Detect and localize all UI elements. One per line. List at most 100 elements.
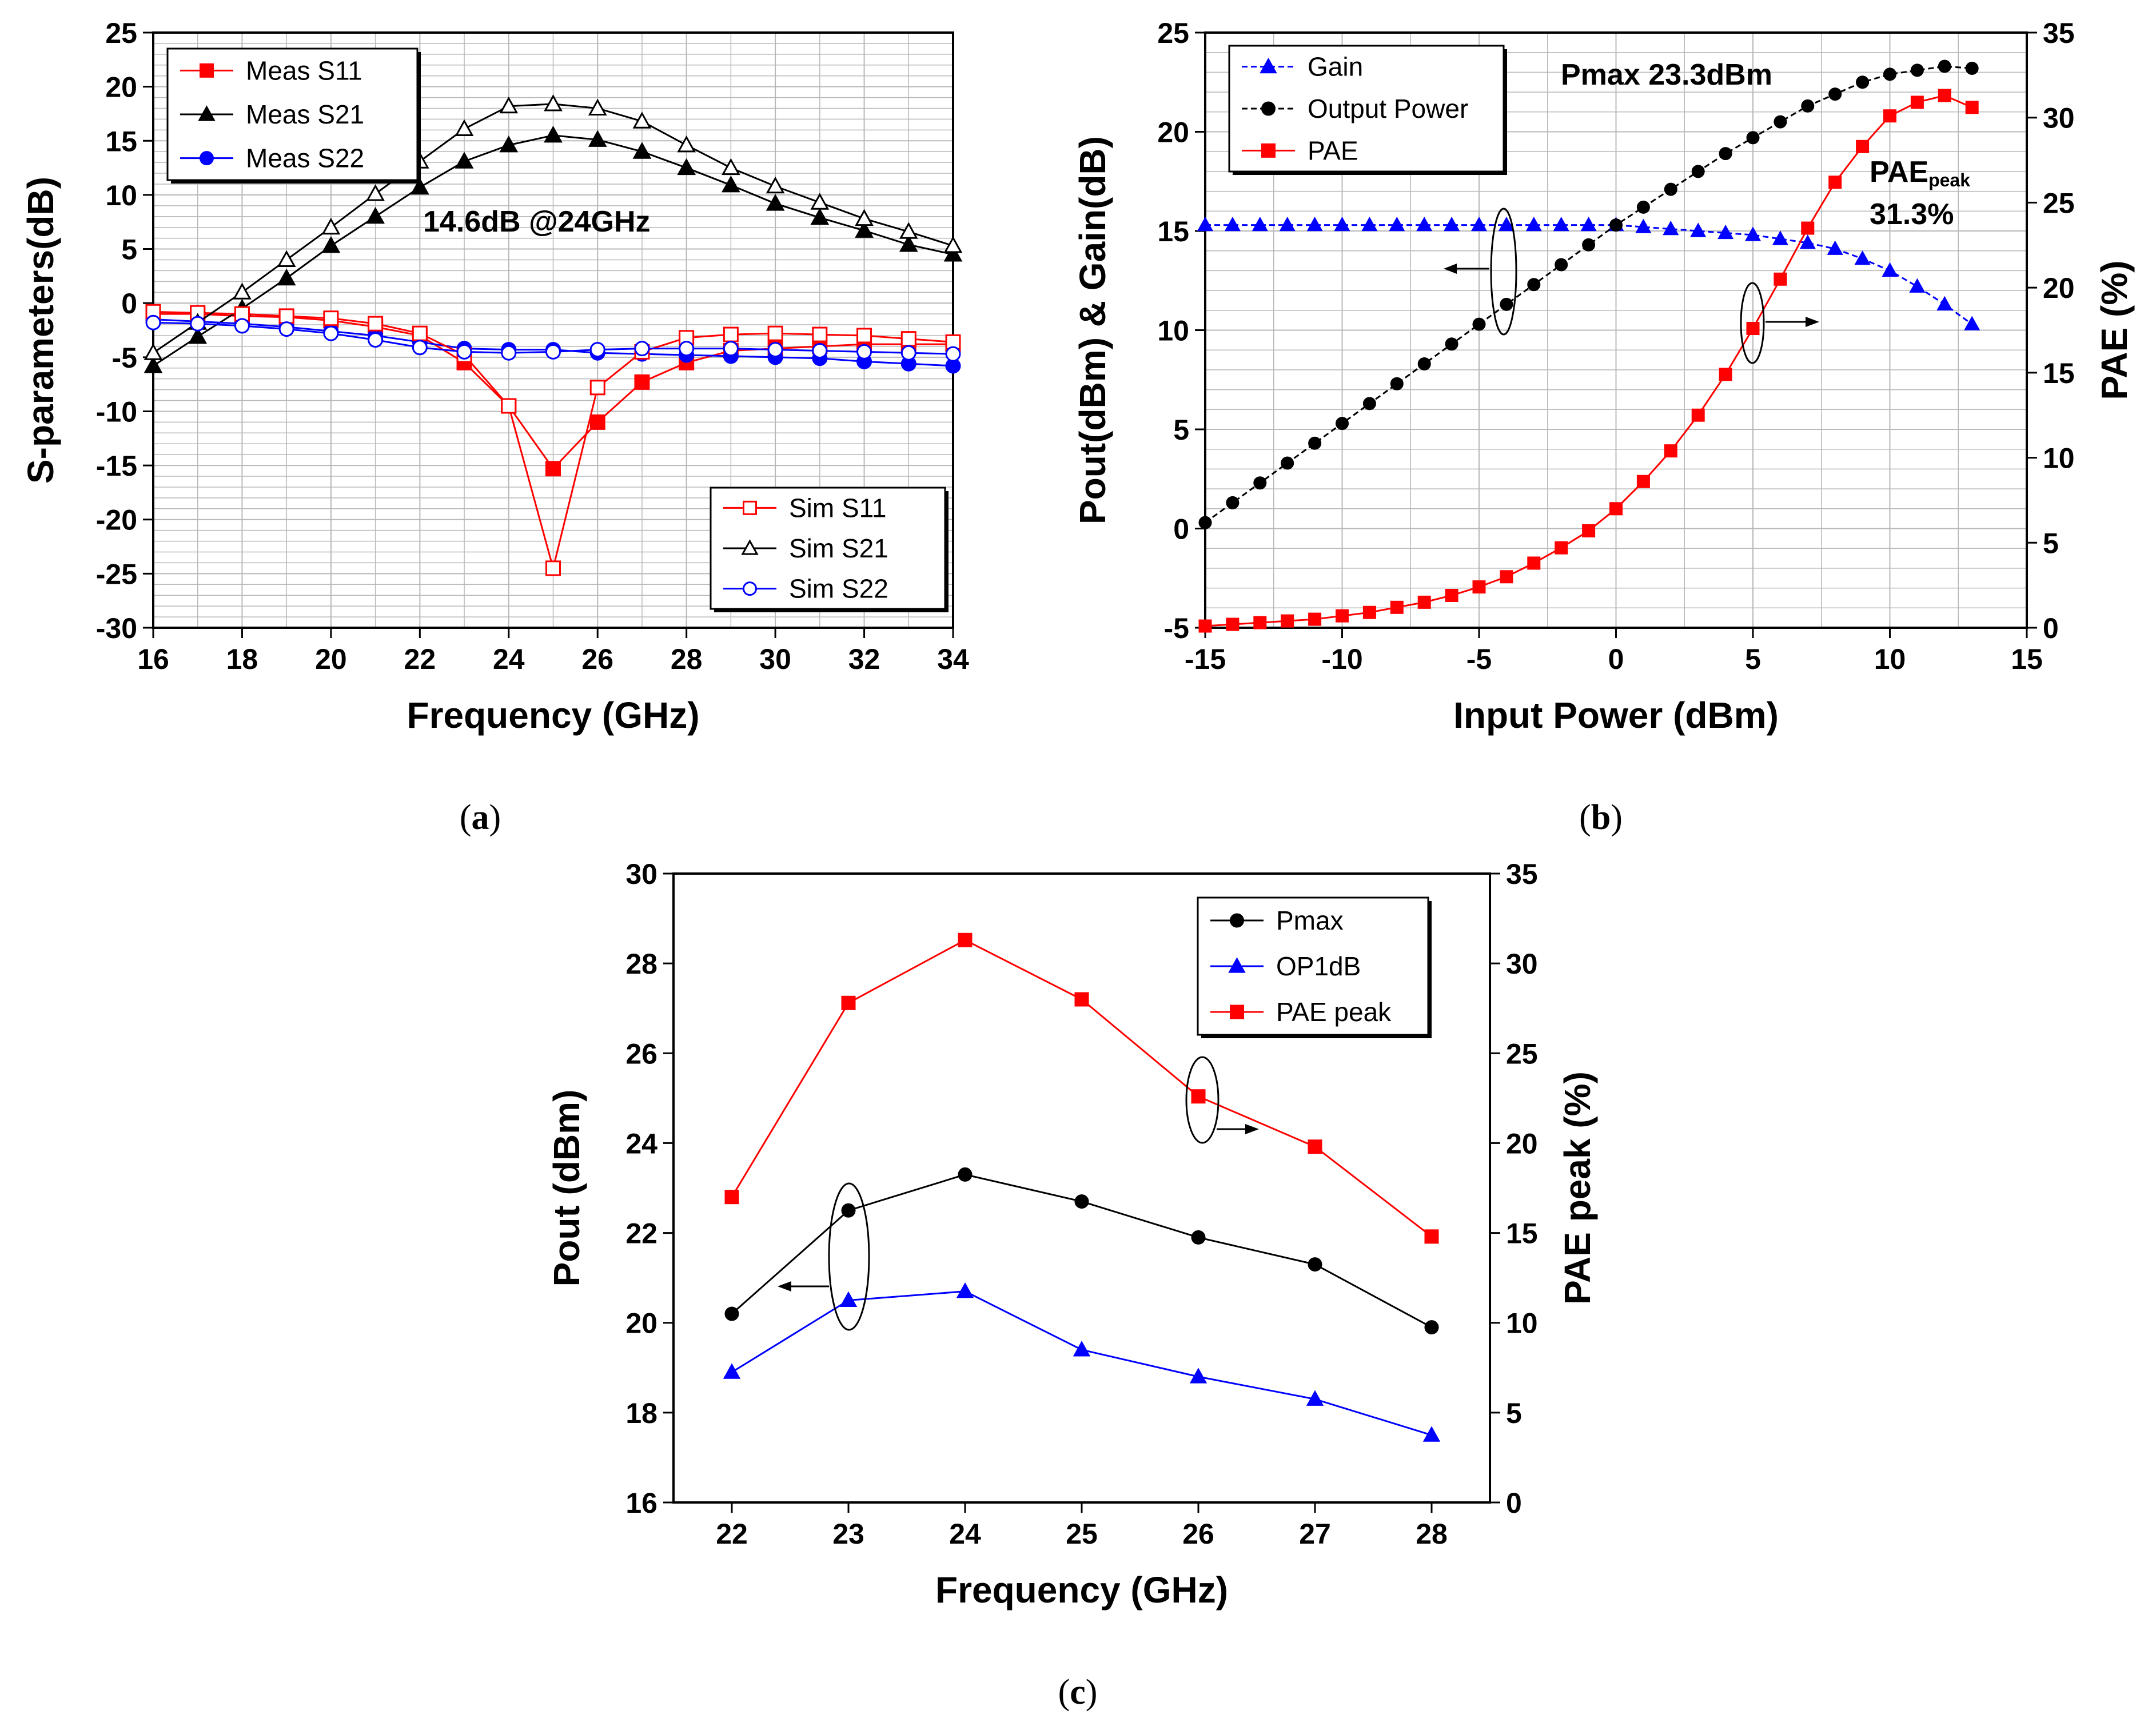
legend-label: PAE peak bbox=[1276, 997, 1392, 1027]
annotation-pmax: Pmax 23.3dBm bbox=[1561, 58, 1772, 91]
callout-ellipse bbox=[1490, 208, 1517, 336]
data-point bbox=[544, 94, 563, 111]
x-tick-label: 34 bbox=[937, 643, 969, 675]
y2-tick-label: 35 bbox=[2043, 17, 2075, 49]
y-tick-label: 30 bbox=[625, 858, 657, 890]
data-point bbox=[1854, 250, 1871, 265]
y2-axis-title: PAE (%) bbox=[2094, 260, 2135, 400]
series-pmax bbox=[724, 1167, 1439, 1335]
y-tick-label: -20 bbox=[96, 504, 137, 536]
y-tick-label: 24 bbox=[625, 1127, 657, 1159]
data-point bbox=[1856, 139, 1870, 153]
callout-arrowhead bbox=[1245, 1124, 1259, 1134]
data-point bbox=[1308, 612, 1322, 626]
data-point bbox=[1746, 131, 1760, 145]
callout-ellipse bbox=[1185, 1056, 1220, 1144]
data-point bbox=[1390, 600, 1404, 614]
series-line bbox=[1205, 224, 1973, 325]
data-point bbox=[723, 1363, 741, 1379]
data-point bbox=[1189, 1368, 1207, 1384]
data-point bbox=[1882, 262, 1898, 277]
caption: (a) bbox=[460, 798, 501, 837]
x-tick-label: 22 bbox=[716, 1518, 748, 1550]
data-point bbox=[723, 326, 739, 342]
y2-tick-label: 30 bbox=[1506, 948, 1538, 980]
y-tick-label: 22 bbox=[625, 1218, 657, 1250]
x-tick-label: 16 bbox=[137, 643, 169, 675]
data-point bbox=[501, 398, 517, 414]
data-point bbox=[899, 222, 918, 239]
y2-tick-label: 20 bbox=[1506, 1127, 1538, 1159]
data-point bbox=[1938, 89, 1951, 102]
y2-tick-label: 5 bbox=[2043, 527, 2059, 559]
data-point bbox=[722, 158, 740, 176]
data-point bbox=[1334, 217, 1350, 232]
data-point bbox=[366, 206, 385, 224]
data-point bbox=[366, 184, 385, 201]
x-tick-label: -10 bbox=[1321, 643, 1362, 675]
data-point bbox=[1417, 357, 1431, 370]
callout-ellipse bbox=[1740, 282, 1765, 364]
y-tick-label: -15 bbox=[96, 450, 137, 482]
data-point bbox=[1772, 230, 1788, 245]
data-point bbox=[499, 135, 519, 153]
data-point bbox=[1252, 217, 1268, 232]
legend-label: Output Power bbox=[1308, 94, 1468, 123]
series-sim-s22 bbox=[145, 314, 961, 362]
y-tick-label: 10 bbox=[105, 180, 137, 212]
data-point bbox=[1306, 1390, 1324, 1406]
data-point bbox=[943, 245, 963, 262]
legend-label: Sim S21 bbox=[789, 533, 888, 563]
data-point bbox=[1281, 614, 1294, 628]
x-tick-label: 5 bbox=[1745, 643, 1761, 675]
data-point bbox=[1281, 456, 1294, 470]
data-point bbox=[1582, 524, 1596, 537]
callout-ellipse bbox=[828, 1182, 870, 1331]
data-point bbox=[1445, 588, 1458, 602]
data-point bbox=[144, 356, 163, 373]
data-point bbox=[812, 326, 828, 342]
data-point bbox=[723, 341, 739, 357]
data-point bbox=[1936, 296, 1953, 311]
legend-marker bbox=[1228, 957, 1246, 973]
data-point bbox=[1664, 444, 1677, 458]
x-tick-label: 26 bbox=[581, 643, 613, 675]
data-point bbox=[1719, 147, 1732, 161]
data-point bbox=[810, 193, 830, 210]
data-point bbox=[634, 341, 650, 357]
y-axis-title: Pout (dBm) bbox=[546, 1090, 587, 1287]
chart-b: -15 -10 -5 0 5 10 15 -5 0 5 10 15 20 25 0 5 10 15 20 25 30 35… bbox=[1072, 17, 2135, 837]
data-point bbox=[1308, 1257, 1322, 1272]
data-point bbox=[1500, 570, 1513, 584]
data-point bbox=[1308, 1139, 1322, 1154]
data-point bbox=[1744, 226, 1762, 241]
data-point bbox=[188, 326, 208, 344]
data-point bbox=[724, 1190, 739, 1205]
data-point bbox=[1389, 217, 1405, 232]
y-axis-title: Pout(dBm) & Gain(dB) bbox=[1072, 136, 1113, 524]
data-point bbox=[545, 344, 561, 360]
data-point bbox=[1690, 222, 1707, 237]
data-point bbox=[943, 236, 963, 253]
data-point bbox=[958, 932, 973, 947]
caption: (b) bbox=[1579, 798, 1623, 837]
x-tick-label: 15 bbox=[2011, 643, 2043, 675]
data-point bbox=[1198, 516, 1212, 529]
data-point bbox=[368, 332, 384, 348]
data-point bbox=[1527, 278, 1541, 292]
data-point bbox=[855, 209, 874, 226]
data-point bbox=[1636, 475, 1650, 488]
data-point bbox=[766, 194, 785, 211]
y-tick-label: 20 bbox=[105, 71, 137, 103]
y-tick-label: 15 bbox=[1157, 216, 1189, 248]
data-point bbox=[588, 130, 607, 147]
y-tick-label: -5 bbox=[1164, 612, 1189, 644]
data-point bbox=[410, 177, 429, 195]
data-point bbox=[856, 328, 872, 344]
data-point bbox=[956, 1282, 974, 1298]
data-point bbox=[589, 342, 605, 358]
y-tick-label: 0 bbox=[121, 288, 137, 320]
data-point bbox=[1555, 541, 1568, 555]
y2-tick-label: 0 bbox=[1506, 1487, 1522, 1519]
